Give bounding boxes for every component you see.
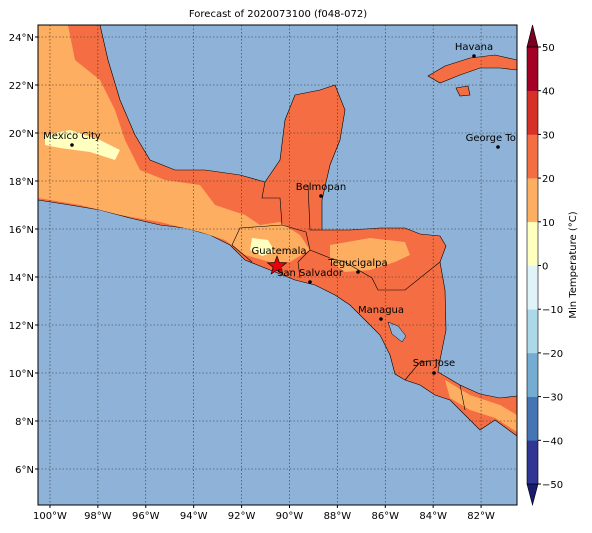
colorbar-tick-label: −20	[542, 349, 563, 360]
city-label: San Salvador	[277, 268, 344, 279]
border	[404, 359, 441, 381]
colorbar-band	[527, 90, 538, 135]
colorbar-extend	[526, 483, 539, 507]
lon-tick-label: 96°W	[132, 511, 160, 522]
map-frame	[37, 24, 518, 506]
colorbar-band	[527, 134, 538, 179]
lon-tick-label: 86°W	[371, 511, 399, 522]
border	[307, 184, 322, 231]
border	[459, 384, 466, 411]
colorbar-band	[527, 396, 538, 441]
city-dot	[379, 317, 383, 321]
lon-tick-label: 82°W	[467, 511, 495, 522]
lat-tick-label: 22°N	[9, 81, 34, 92]
warm-zone	[330, 238, 410, 272]
lon-tick-label: 100°W	[33, 511, 67, 522]
capital-star	[266, 255, 288, 275]
colorbar-band	[527, 265, 538, 310]
colorbar-tick-label: 10	[542, 218, 555, 229]
city-label: Tegucigalpa	[327, 258, 387, 269]
lat-tick-label: 10°N	[9, 369, 34, 380]
city-dot	[308, 280, 312, 284]
map-title: Forecast of 2020073100 (f048-072)	[189, 9, 367, 20]
city-dot	[319, 194, 323, 198]
lat-tick-label: 14°N	[9, 273, 34, 284]
city-dot	[472, 54, 476, 58]
lon-tick-label: 90°W	[276, 511, 304, 522]
city-label: Managua	[358, 305, 404, 316]
lon-tick-label: 88°W	[324, 511, 352, 522]
city-label: George Town	[466, 133, 531, 144]
cuba	[427, 54, 517, 84]
city-label: Guatemala	[251, 246, 306, 257]
lon-tick-label: 98°W	[84, 511, 112, 522]
map-area: Havana George Town Mexico City Belmopan …	[38, 25, 531, 505]
colorbar-tick-label: 20	[542, 174, 555, 185]
colorbar-band	[527, 440, 538, 485]
colorbar-extend	[526, 24, 539, 48]
city-label: San Jose	[413, 358, 455, 369]
colorbar-tick-label: −40	[542, 436, 563, 447]
city-dot	[70, 143, 74, 147]
colorbar-tick-label: −10	[542, 305, 563, 316]
lat-tick-label: 8°N	[15, 417, 34, 428]
lat-tick-label: 18°N	[9, 177, 34, 188]
colorbar-band	[527, 352, 538, 397]
colorbar-tick-label: 40	[542, 87, 555, 98]
city-label: Belmopan	[296, 182, 346, 193]
lat-tick-label: 12°N	[9, 321, 34, 332]
colorbar-tick-label: −50	[542, 480, 563, 491]
colorbar-band	[527, 178, 538, 223]
colorbar-tick-label: 0	[542, 262, 548, 273]
warm-zone	[38, 25, 310, 262]
lon-tick-label: 92°W	[228, 511, 256, 522]
city-dot	[432, 371, 436, 375]
city-label: Mexico City	[43, 131, 101, 142]
cool-zone	[45, 130, 120, 160]
colorbar-band	[527, 47, 538, 91]
lat-tick-label: 16°N	[9, 225, 34, 236]
border	[309, 249, 441, 291]
island	[455, 85, 471, 97]
colorbar-band	[527, 221, 538, 266]
colorbar-band	[527, 309, 538, 354]
city-label: Havana	[455, 42, 493, 53]
colorbar-tick-label: 50	[542, 43, 555, 54]
cool-zone	[250, 238, 275, 256]
colorbar-tick-label: 30	[542, 130, 555, 141]
borders	[231, 181, 466, 411]
lat-tick-label: 24°N	[9, 33, 34, 44]
colorbar-tick-label: −30	[542, 393, 563, 404]
warm-zone	[445, 380, 517, 432]
lat-tick-label: 20°N	[9, 129, 34, 140]
lat-tick-label: 6°N	[15, 465, 34, 476]
cities: Havana George Town Mexico City Belmopan …	[43, 42, 531, 375]
grid	[38, 25, 517, 505]
city-dot	[496, 145, 500, 149]
colorbar: −50 −40 −30 −20 −10 0 10 20 30 40 50	[526, 24, 563, 507]
lake	[387, 321, 407, 343]
lon-tick-label: 94°W	[180, 511, 208, 522]
lon-tick-label: 84°W	[419, 511, 447, 522]
city-dot	[356, 270, 360, 274]
colorbar-label: Min Temperature (°C)	[568, 211, 579, 318]
